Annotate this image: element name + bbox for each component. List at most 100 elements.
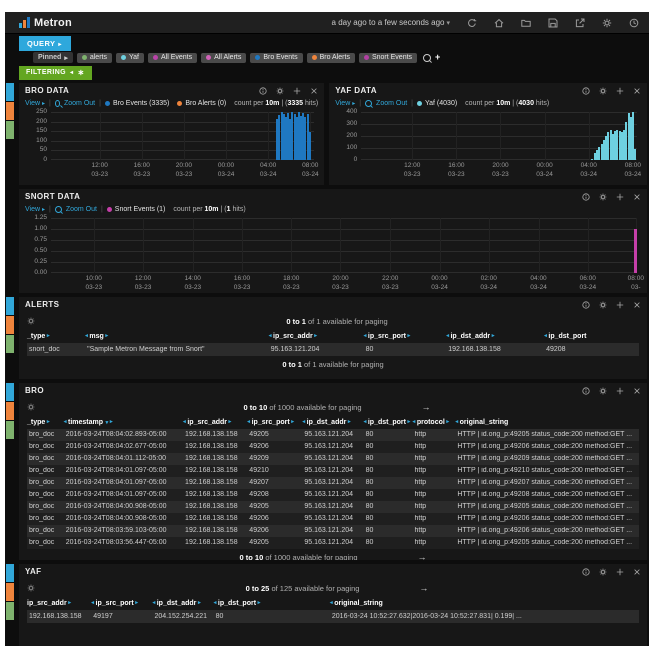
table-row[interactable]: bro_doc 2016-03-24T08:04:00.908-05:00 192.… (27, 513, 639, 525)
table-row[interactable]: bro_doc 2016-03-24T08:04:01.097-05:00 192.… (27, 489, 639, 501)
histogram-bar[interactable] (289, 119, 292, 160)
view-link[interactable]: View ▸ (335, 100, 356, 107)
info-icon[interactable] (259, 86, 267, 95)
row-collapse-tab[interactable] (6, 297, 14, 315)
next-page-arrow-icon[interactable]: → (419, 583, 429, 593)
histogram-bar[interactable] (627, 113, 630, 160)
table-settings-gear-icon[interactable] (27, 317, 35, 325)
info-icon[interactable] (582, 386, 590, 395)
move-column-left-icon[interactable]: ◂ (412, 419, 417, 425)
histogram-bar[interactable] (614, 131, 617, 160)
column-header-ip-src-port[interactable]: ◂ ip_src_port ▸ (91, 600, 152, 607)
histogram-bar[interactable] (293, 114, 296, 160)
time-range-picker[interactable]: a day ago to a few seconds ago ▾ (331, 18, 450, 27)
gear-icon[interactable] (276, 87, 284, 95)
column-header-ip-dst-port[interactable]: ◂ ip_dst_port ▸ (214, 600, 330, 607)
move-column-right-icon[interactable]: ▸ (346, 419, 351, 425)
close-icon[interactable] (310, 87, 318, 95)
row-add-panel-tab[interactable] (6, 316, 14, 334)
histogram-bar[interactable] (618, 130, 621, 160)
move-column-right-icon[interactable]: ▸ (312, 333, 317, 339)
legend-item-bro-events-3335-[interactable]: Bro Events (3335) (104, 100, 169, 107)
row-collapse-tab[interactable] (6, 83, 14, 101)
zoom-out-link[interactable]: Zoom Out (63, 100, 96, 107)
gear-icon[interactable] (599, 87, 607, 95)
row-config-tab[interactable] (6, 602, 14, 620)
move-column-left-icon[interactable]: ◂ (363, 333, 368, 339)
histogram-bar[interactable] (297, 112, 300, 160)
table-row[interactable]: 192.168.138.158 49197 204.152.254.221 80 201… (27, 610, 639, 623)
pinned-query-snort-events[interactable]: Snort Events (358, 52, 418, 63)
close-icon[interactable] (633, 387, 641, 395)
row-collapse-tab[interactable] (6, 383, 14, 401)
view-link[interactable]: View ▸ (25, 100, 46, 107)
row-config-tab[interactable] (6, 121, 14, 139)
histogram-bar[interactable] (629, 117, 632, 160)
column-header-ip-dst-addr[interactable]: ◂ ip_dst_addr ▸ (302, 419, 363, 426)
pinned-query-bro-alerts[interactable]: Bro Alerts (306, 52, 355, 63)
close-icon[interactable] (633, 193, 641, 201)
legend-item-bro-alerts-0-[interactable]: Bro Alerts (0) (177, 100, 226, 107)
move-column-right-icon[interactable]: ▸ (103, 333, 109, 339)
row-add-panel-tab[interactable] (6, 583, 14, 601)
row-config-tab[interactable] (6, 421, 14, 439)
move-column-left-icon[interactable]: ◂ (363, 419, 368, 425)
column-header--type[interactable]: _type ▸ (27, 419, 64, 426)
histogram-bar[interactable] (623, 130, 626, 160)
column-header-timestamp[interactable]: ◂ timestamp ▾ ▸ (64, 419, 183, 426)
histogram-bar[interactable] (605, 136, 608, 160)
histogram-bar[interactable] (607, 132, 610, 160)
histogram-bar[interactable] (634, 148, 637, 160)
histogram-bar[interactable] (616, 130, 619, 160)
row-add-panel-tab[interactable] (6, 402, 14, 420)
histogram-bar[interactable] (632, 112, 635, 160)
info-icon[interactable] (582, 567, 590, 576)
move-column-right-icon[interactable]: ▸ (133, 600, 138, 606)
move-column-left-icon[interactable]: ◂ (91, 600, 96, 606)
move-column-right-icon[interactable]: ▸ (444, 419, 450, 425)
table-row[interactable]: bro_doc 2016-03-24T08:04:01.097-05:00 192.… (27, 477, 639, 489)
column-header-ip-src-addr[interactable]: ◂ ip_src_addr ▸ (183, 419, 247, 426)
search-icon[interactable] (423, 53, 432, 62)
move-column-left-icon[interactable]: ◂ (268, 333, 274, 339)
column-header-ip-dst-port[interactable]: ◂ ip_dst_port (544, 333, 639, 340)
histogram-bar[interactable] (602, 140, 605, 160)
histogram-bar[interactable] (284, 116, 287, 160)
column-header-ip-src-port[interactable]: ◂ ip_src_port ▸ (247, 419, 302, 426)
histogram-bar[interactable] (295, 117, 298, 160)
gear-icon[interactable] (599, 568, 607, 576)
row-collapse-tab[interactable] (6, 564, 14, 582)
move-column-right-icon[interactable]: ▸ (45, 333, 50, 339)
histogram-bar[interactable] (280, 112, 283, 160)
filtering-toggle-button[interactable]: FILTERING ◂ ∗ (19, 65, 92, 80)
column-header-msg[interactable]: ◂ msg ▸ (85, 333, 269, 340)
table-row[interactable]: bro_doc 2016-03-24T08:04:01.097-05:00 192.… (27, 465, 639, 477)
gear-icon[interactable] (602, 18, 612, 28)
histogram-bar[interactable] (300, 115, 303, 160)
histogram-bar[interactable] (591, 158, 594, 160)
move-column-right-icon[interactable]: ▸ (289, 419, 295, 425)
histogram-bar[interactable] (609, 130, 612, 160)
move-column-right-icon[interactable]: ▸ (256, 600, 261, 606)
info-icon[interactable] (582, 86, 590, 95)
yaf-histogram[interactable]: 400 300 200 100 0 (346, 108, 637, 163)
zoom-out-link[interactable]: Zoom Out (376, 100, 408, 107)
move-column-left-icon[interactable]: ◂ (247, 419, 252, 425)
zoom-out-icon[interactable] (54, 100, 60, 107)
column-header-ip-dst-port[interactable]: ◂ ip_dst_port ▸ (364, 419, 413, 426)
table-settings-gear-icon[interactable] (27, 584, 35, 592)
move-column-left-icon[interactable]: ◂ (63, 419, 69, 425)
histogram-bar[interactable] (282, 113, 285, 160)
histogram-bar[interactable] (596, 149, 599, 160)
move-column-right-icon[interactable]: ▸ (405, 419, 411, 425)
pinned-query-all-alerts[interactable]: All Alerts (201, 52, 247, 63)
histogram-bar[interactable] (611, 134, 614, 160)
move-column-right-icon[interactable]: ▸ (490, 333, 495, 339)
move-icon[interactable] (616, 193, 624, 201)
column-header-ip-dst-addr[interactable]: ◂ ip_dst_addr ▸ (152, 600, 213, 607)
add-query-icon[interactable]: + (435, 52, 441, 62)
legend-item-snort-events-1-[interactable]: Snort Events (1) (106, 206, 165, 213)
move-column-left-icon[interactable]: ◂ (544, 333, 549, 339)
row-config-tab[interactable] (6, 335, 14, 353)
move-column-left-icon[interactable]: ◂ (329, 600, 335, 606)
